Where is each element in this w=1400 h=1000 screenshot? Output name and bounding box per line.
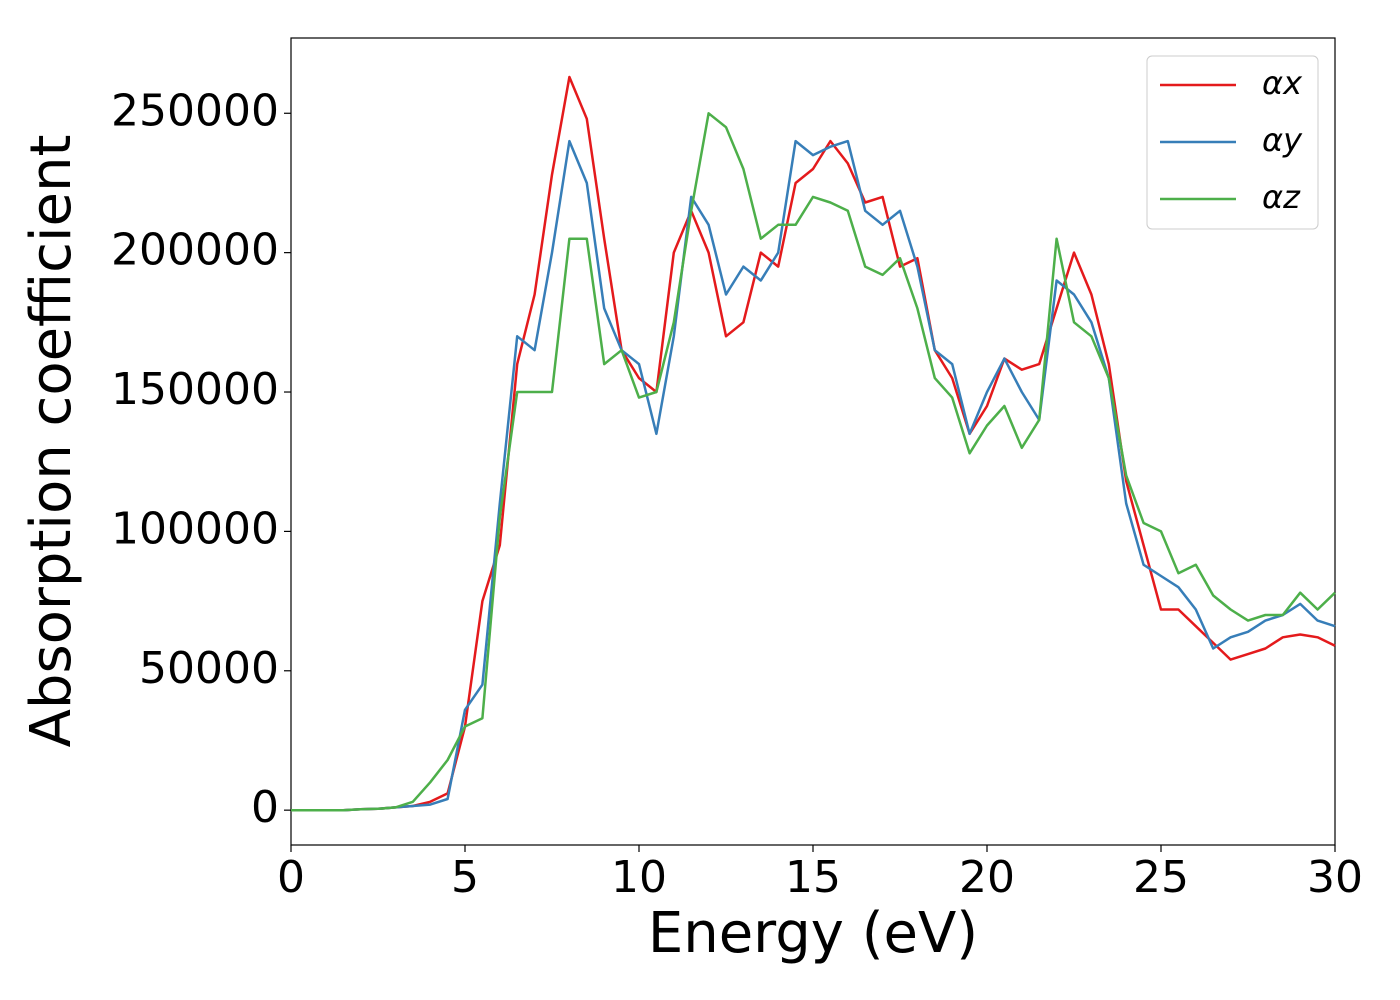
y-tick-label: 100000 bbox=[111, 503, 279, 554]
x-tick-label: 5 bbox=[451, 852, 479, 903]
y-tick-label: 150000 bbox=[111, 364, 279, 415]
legend-label: αz bbox=[1262, 178, 1301, 216]
data-line bbox=[291, 139, 1336, 812]
y-tick-label: 200000 bbox=[111, 225, 279, 276]
y-tick-label: 50000 bbox=[139, 643, 279, 694]
legend-label: αy bbox=[1262, 121, 1303, 159]
data-line bbox=[291, 112, 1336, 812]
x-tick-label: 10 bbox=[611, 852, 667, 903]
x-axis-label: Energy (eV) bbox=[648, 901, 978, 966]
y-tick-label: 250000 bbox=[111, 85, 279, 136]
x-tick-label: 0 bbox=[277, 852, 305, 903]
x-tick-label: 20 bbox=[959, 852, 1015, 903]
y-tick-label: 0 bbox=[251, 782, 279, 833]
x-tick-label: 30 bbox=[1307, 852, 1363, 903]
y-axis-label: Absorption coefficient bbox=[19, 135, 84, 748]
x-tick-label: 25 bbox=[1133, 852, 1189, 903]
x-tick-label: 15 bbox=[785, 852, 841, 903]
legend-label: αx bbox=[1262, 64, 1303, 102]
